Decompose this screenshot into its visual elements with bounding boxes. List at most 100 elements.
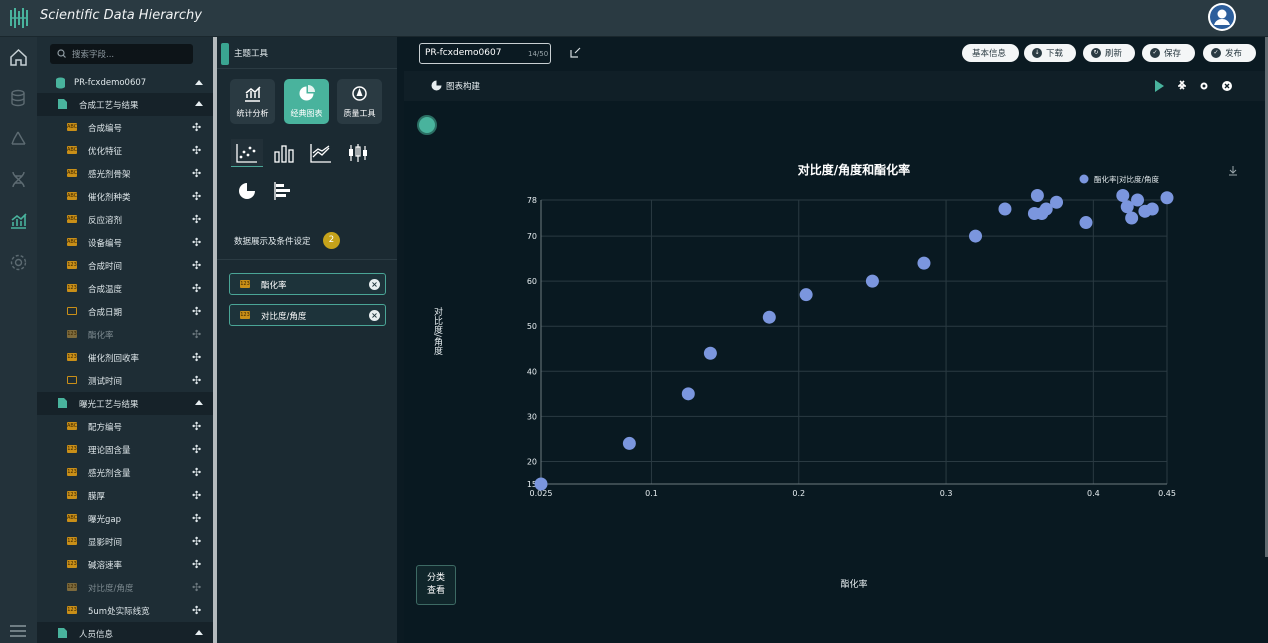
tree-field[interactable]: ABC 设备编号 ✣ [37,231,213,254]
data-point[interactable] [1116,188,1130,202]
data-point[interactable] [762,310,776,324]
shuffle-icon[interactable] [1178,80,1186,90]
drag-handle-icon[interactable]: ✣ [192,328,202,341]
refresh-button[interactable]: ↻ 刷新 [1083,44,1135,62]
drag-handle-icon[interactable]: ✣ [192,420,202,433]
collapse-arrow-icon[interactable] [195,400,203,405]
tree-field[interactable]: 123 膜厚 ✣ [37,484,213,507]
drag-handle-icon[interactable]: ✣ [192,282,202,295]
database-icon[interactable] [9,89,28,108]
drag-handle-icon[interactable]: ✣ [192,581,202,594]
tree-field[interactable]: 合成日期 ✣ [37,300,213,323]
tree-project[interactable]: PR-fcxdemo0607 [37,72,213,95]
drag-handle-icon[interactable]: ✣ [192,489,202,502]
category-statistics[interactable]: 统计分析 [230,79,275,124]
drag-handle-icon[interactable]: ✣ [192,121,202,134]
chart-type-bar[interactable] [268,139,300,167]
drag-handle-icon[interactable]: ✣ [192,443,202,456]
tree-field[interactable]: ABC 催化剂种类 ✣ [37,185,213,208]
tree-field[interactable]: 123 合成温度 ✣ [37,277,213,300]
drag-handle-icon[interactable]: ✣ [192,535,202,548]
download-button[interactable]: ↓ 下载 [1024,44,1076,62]
tree-field[interactable]: ABC 合成编号 ✣ [37,116,213,139]
data-point[interactable] [622,436,636,450]
analytics-icon[interactable] [9,211,28,230]
tree-scrollbar[interactable] [213,37,217,643]
classify-view-button[interactable]: 分类 查看 [416,565,456,605]
save-button[interactable]: ✓ 保存 [1142,44,1195,62]
remove-condition-icon[interactable]: × [369,310,380,321]
settings-gear-icon[interactable] [9,253,28,272]
data-point[interactable] [1160,191,1174,205]
chart-name-input[interactable]: PR-fcxdemo0607 14/50 [419,43,551,64]
tree-field[interactable]: 123 催化剂回收率 ✣ [37,346,213,369]
data-point[interactable] [703,346,717,360]
tree-field[interactable]: 123 感光剂含量 ✣ [37,461,213,484]
tree-field[interactable]: 123 酯化率 ✣ [37,323,213,346]
tree-field[interactable]: ABC 优化特征 ✣ [37,139,213,162]
drag-handle-icon[interactable]: ✣ [192,604,202,617]
tree-field[interactable]: ABC 曝光gap ✣ [37,507,213,530]
chart-type-pie[interactable] [231,177,263,205]
collapse-arrow-icon[interactable] [195,101,203,106]
user-avatar[interactable] [1208,3,1236,31]
drag-handle-icon[interactable]: ✣ [192,144,202,157]
data-point[interactable] [865,274,879,288]
dna-icon[interactable] [9,170,28,189]
chart-type-scatter[interactable] [231,139,263,167]
tree-field[interactable]: 123 理论固含量 ✣ [37,438,213,461]
drag-handle-icon[interactable]: ✣ [192,167,202,180]
field-search-input[interactable]: 搜索字段... [50,44,193,64]
recycle-icon[interactable] [9,129,28,148]
data-point[interactable] [969,229,983,243]
tree-field[interactable]: ABC 反应溶剂 ✣ [37,208,213,231]
edit-icon[interactable] [570,47,581,58]
tree-field[interactable]: 测试时间 ✣ [37,369,213,392]
tree-field[interactable]: ABC 感光剂骨架 ✣ [37,162,213,185]
drag-handle-icon[interactable]: ✣ [192,190,202,203]
chart-type-line[interactable] [305,139,337,167]
data-point[interactable] [1039,202,1053,216]
data-point[interactable] [1120,200,1134,214]
category-classic-charts[interactable]: 经典图表 [284,79,329,124]
drag-handle-icon[interactable]: ✣ [192,558,202,571]
collapse-arrow-icon[interactable] [195,80,203,85]
data-point[interactable] [799,288,813,302]
tree-group[interactable]: 合成工艺与结果 [37,93,213,116]
drag-handle-icon[interactable]: ✣ [192,466,202,479]
drag-handle-icon[interactable]: ✣ [192,259,202,272]
toolbox-icon[interactable] [417,115,437,135]
data-point[interactable] [1145,202,1159,216]
data-point[interactable] [998,202,1012,216]
drag-handle-icon[interactable]: ✣ [192,305,202,318]
chart-type-candlestick[interactable] [342,139,374,167]
data-point[interactable] [534,477,548,491]
legend-label[interactable]: 酯化率|对比度/角度 [1094,174,1160,184]
play-icon[interactable] [1155,80,1164,92]
tree-field[interactable]: 123 显影时间 ✣ [37,530,213,553]
basic-info-button[interactable]: 基本信息 [962,44,1019,62]
tree-field[interactable]: 123 合成时间 ✣ [37,254,213,277]
drag-handle-icon[interactable]: ✣ [192,351,202,364]
collapse-tab[interactable] [221,43,229,65]
tree-group[interactable]: 曝光工艺与结果 [37,392,213,415]
home-icon[interactable] [9,48,28,67]
data-point[interactable] [1030,188,1044,202]
drag-handle-icon[interactable]: ✣ [192,213,202,226]
data-point[interactable] [1050,195,1064,209]
drag-handle-icon[interactable]: ✣ [192,512,202,525]
data-point[interactable] [681,387,695,401]
legend-marker[interactable] [1079,174,1089,184]
tree-field[interactable]: 123 碱溶速率 ✣ [37,553,213,576]
tree-field[interactable]: ABC 配方编号 ✣ [37,415,213,438]
tree-group[interactable]: 人员信息 [37,622,213,643]
publish-button[interactable]: ✓ 发布 [1203,44,1256,62]
category-quality-tools[interactable]: 质量工具 [337,79,382,124]
data-point[interactable] [1131,193,1145,207]
menu-icon[interactable] [8,624,28,638]
download-chart-icon[interactable] [1229,166,1237,176]
drag-handle-icon[interactable]: ✣ [192,374,202,387]
data-point[interactable] [917,256,931,270]
condition-chip[interactable]: 123 对比度/角度 × [229,304,386,326]
condition-chip[interactable]: 123 酯化率 × [229,273,386,295]
